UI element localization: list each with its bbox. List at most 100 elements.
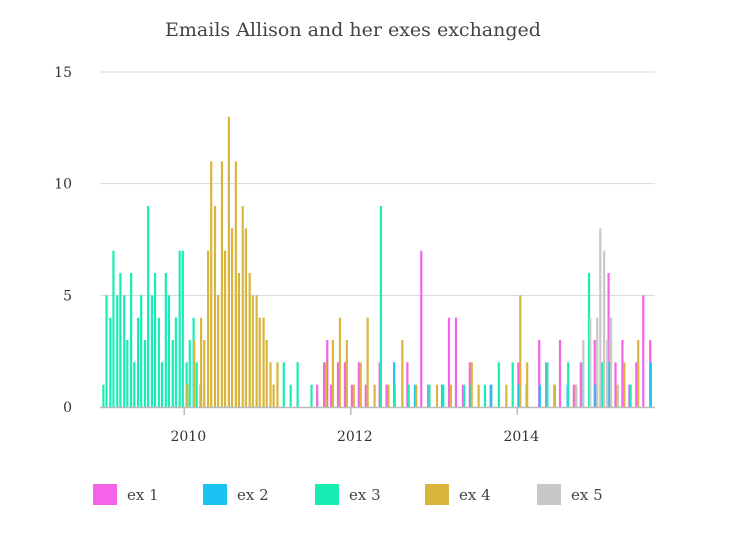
bar-ex-4 (186, 384, 189, 407)
bar-ex-4 (210, 161, 213, 407)
bar-ex-3 (150, 295, 154, 407)
bar-ex-5 (609, 317, 613, 407)
bar-ex-3 (185, 362, 188, 407)
legend-label: ex 5 (571, 486, 603, 504)
bar-ex-4 (248, 273, 251, 407)
legend-item-ex-3[interactable]: ex 3 (315, 484, 381, 505)
bar-ex-3 (140, 295, 143, 407)
bar-ex-4 (553, 384, 557, 407)
bar-ex-3 (178, 250, 181, 407)
bar-ex-5 (599, 228, 602, 407)
bar-ex-3 (587, 273, 591, 407)
bar-ex-3 (601, 362, 604, 407)
y-tick-label: 10 (54, 177, 72, 193)
bar-ex-3 (157, 317, 160, 407)
y-tick-label: 0 (63, 400, 72, 416)
bar-ex-4 (637, 340, 640, 407)
legend-item-ex-4[interactable]: ex 4 (425, 484, 491, 505)
bar-ex-4 (272, 384, 275, 407)
legend-swatch (315, 484, 339, 505)
bar-ex-1 (343, 362, 347, 407)
legend-swatch (93, 484, 117, 505)
bar-ex-4 (255, 295, 258, 407)
bar-ex-4 (193, 340, 196, 407)
bar-ex-4 (526, 362, 529, 407)
bar-ex-3 (580, 362, 584, 407)
bar-ex-5 (616, 384, 620, 407)
bar-ex-1 (635, 362, 638, 407)
bar-ex-5 (606, 340, 609, 407)
bar-ex-3 (143, 340, 147, 407)
bar-ex-1 (316, 384, 319, 407)
bar-ex-4 (262, 317, 265, 407)
bar-ex-4 (258, 317, 261, 407)
bar-ex-1 (468, 362, 471, 407)
bar-ex-4 (519, 295, 522, 407)
bar-ex-4 (373, 384, 376, 407)
bar-ex-3 (407, 384, 410, 407)
bar-ex-4 (230, 228, 234, 407)
x-tick-label: 2010 (170, 429, 206, 445)
bar-ex-4 (345, 340, 348, 407)
bar-ex-3 (102, 384, 105, 407)
bar-ex-3 (133, 362, 136, 407)
bar-ex-1 (614, 362, 617, 407)
bar-ex-4 (366, 317, 369, 407)
legend: ex 1 ex 2 ex 3 ex 4 ex 5 (93, 484, 603, 505)
bar-ex-4 (435, 384, 439, 407)
bar-ex-3 (123, 295, 126, 407)
x-tick-label: 2014 (503, 429, 539, 445)
bar-ex-1 (579, 362, 582, 407)
bar-ex-1 (545, 362, 548, 407)
bar-ex-3 (160, 362, 164, 407)
bar-ex-3 (109, 317, 112, 407)
bar-ex-1 (326, 340, 329, 407)
bar-ex-3 (379, 206, 382, 407)
bar-ex-3 (181, 250, 184, 407)
grid-lines (100, 71, 655, 296)
bar-ex-1 (642, 295, 645, 407)
bar-ex-1 (336, 362, 340, 407)
legend-label: ex 1 (127, 486, 159, 504)
bar-ex-4 (359, 362, 362, 407)
chart-title: Emails Allison and her exes exchanged (165, 19, 541, 41)
bar-ex-2 (517, 384, 521, 407)
legend-label: ex 2 (237, 486, 269, 504)
bar-ex-3 (164, 273, 167, 407)
bar-ex-2 (469, 384, 472, 407)
bar-ex-4 (220, 161, 224, 407)
bar-ex-1 (406, 362, 409, 407)
bar-ex-1 (357, 362, 360, 407)
legend-item-ex-5[interactable]: ex 5 (537, 484, 603, 505)
bar-ex-3 (442, 384, 445, 407)
bar-ex-3 (174, 317, 177, 407)
bar-ex-4 (213, 206, 217, 407)
bar-ex-3 (188, 340, 191, 407)
bar-ex-4 (227, 116, 230, 408)
legend-item-ex-2[interactable]: ex 2 (203, 484, 269, 505)
y-tick-label: 15 (54, 65, 72, 81)
bar-ex-3 (497, 362, 500, 407)
bar-ex-3 (463, 384, 466, 407)
bar-ex-4 (477, 384, 480, 407)
bar-ex-5 (582, 340, 585, 407)
bar-ex-1 (538, 340, 541, 407)
bar-ex-1 (621, 340, 624, 407)
axes: 0 5 10 15 2010 2012 2014 (54, 65, 655, 445)
legend-item-ex-1[interactable]: ex 1 (93, 484, 159, 505)
bar-ex-1 (517, 362, 520, 407)
bar-ex-3 (105, 295, 108, 407)
bar-ex-1 (558, 340, 562, 407)
bar-ex-4 (251, 295, 254, 407)
legend-label: ex 4 (459, 486, 491, 504)
bar-ex-1 (454, 317, 458, 407)
bar-ex-3 (171, 340, 174, 407)
bar-ex-3 (310, 384, 313, 407)
bar-ex-1 (461, 384, 464, 407)
bar-ex-4 (331, 340, 335, 407)
bar-ex-4 (237, 273, 241, 407)
bar-ex-3 (195, 362, 198, 407)
bar-ex-4 (505, 384, 508, 407)
bar-ex-4 (234, 161, 237, 407)
bar-ex-1 (593, 340, 596, 407)
